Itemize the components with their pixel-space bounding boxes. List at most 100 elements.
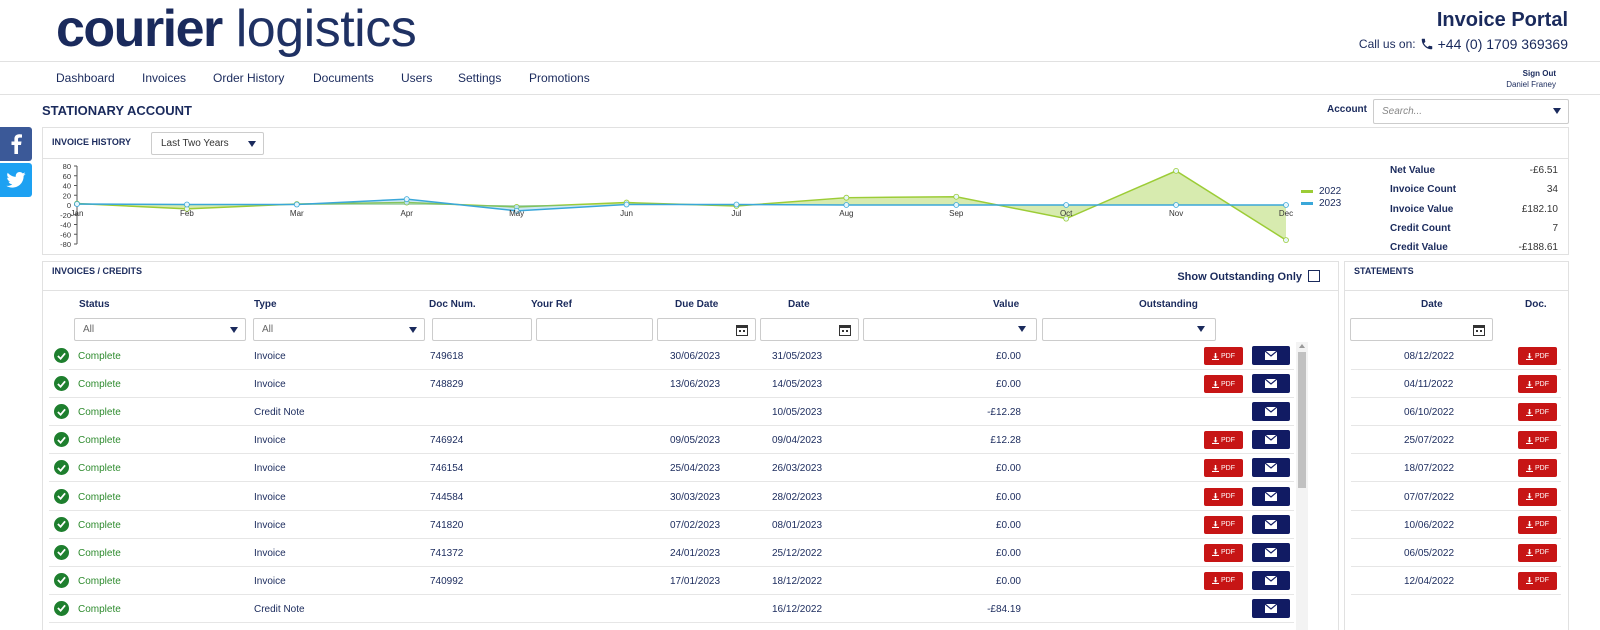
- pdf-download-button[interactable]: PDF: [1204, 459, 1243, 478]
- table-row[interactable]: Complete Invoice 748829 13/06/2023 14/05/202…: [49, 370, 1294, 399]
- email-button[interactable]: [1252, 570, 1290, 590]
- nav-promotions[interactable]: Promotions: [529, 71, 590, 85]
- pdf-download-button[interactable]: PDF: [1204, 431, 1243, 450]
- col-your-ref[interactable]: Your Ref: [531, 299, 572, 310]
- table-row[interactable]: Complete Invoice 741372 24/01/2023 25/12/202…: [49, 539, 1294, 567]
- statement-row[interactable]: 08/12/2022 PDF: [1351, 342, 1561, 370]
- table-row[interactable]: Complete Credit Note 16/12/2022 -£84.19: [49, 595, 1294, 623]
- col-outstanding[interactable]: Outstanding: [1139, 299, 1198, 310]
- email-button[interactable]: [1252, 598, 1290, 618]
- col-status[interactable]: Status: [79, 299, 110, 310]
- col-value[interactable]: Value: [993, 299, 1020, 310]
- pdf-download-button[interactable]: PDF: [1204, 487, 1243, 506]
- scroll-thumb[interactable]: [1298, 352, 1306, 488]
- status-filter[interactable]: All: [74, 318, 246, 341]
- check-circle-icon: [54, 348, 69, 363]
- statement-date: 04/11/2022: [1404, 379, 1454, 391]
- email-button[interactable]: [1252, 346, 1290, 365]
- pdf-download-button[interactable]: PDF: [1518, 487, 1557, 506]
- pdf-download-button[interactable]: PDF: [1204, 543, 1243, 562]
- phone-number[interactable]: +44 (0) 1709 369369: [1437, 36, 1568, 52]
- due-date-filter[interactable]: [657, 318, 756, 341]
- pdf-download-button[interactable]: PDF: [1518, 543, 1557, 562]
- scrollbar[interactable]: [1296, 342, 1308, 630]
- email-button[interactable]: [1252, 514, 1290, 534]
- pdf-download-button[interactable]: PDF: [1518, 347, 1557, 365]
- nav-settings[interactable]: Settings: [458, 71, 502, 85]
- row-date: 31/05/2023: [772, 351, 823, 362]
- email-button[interactable]: [1252, 486, 1290, 506]
- table-row[interactable]: Complete Credit Note 10/05/2023 -£12.28: [49, 398, 1294, 427]
- scroll-up-icon[interactable]: [1299, 344, 1305, 348]
- pdf-download-button[interactable]: PDF: [1204, 347, 1243, 365]
- email-button[interactable]: [1252, 430, 1290, 450]
- row-type: Invoice: [254, 351, 286, 362]
- pdf-download-button[interactable]: PDF: [1518, 459, 1557, 478]
- pdf-download-button[interactable]: PDF: [1518, 515, 1557, 534]
- show-outstanding-label[interactable]: Show Outstanding Only: [1177, 271, 1302, 283]
- pdf-download-button[interactable]: PDF: [1204, 515, 1243, 534]
- statement-row[interactable]: 07/07/2022 PDF: [1351, 483, 1561, 511]
- doc-num-filter[interactable]: [432, 318, 532, 341]
- data-point: [953, 202, 960, 208]
- col-doc-num[interactable]: Doc Num.: [429, 299, 476, 310]
- pdf-download-button[interactable]: PDF: [1518, 375, 1557, 394]
- pdf-download-button[interactable]: PDF: [1518, 431, 1557, 450]
- email-button[interactable]: [1252, 542, 1290, 562]
- pdf-download-button[interactable]: PDF: [1518, 571, 1557, 590]
- table-row[interactable]: Complete Invoice 740992 17/01/2023 18/12/202…: [49, 567, 1294, 595]
- period-select[interactable]: Last Two Years: [151, 132, 264, 155]
- table-row[interactable]: Complete Invoice 744584 30/03/2023 28/02/202…: [49, 483, 1294, 511]
- table-row[interactable]: Complete Invoice 746154 25/04/2023 26/03/202…: [49, 454, 1294, 483]
- col-statement-doc[interactable]: Doc.: [1525, 299, 1547, 310]
- check-circle-icon: [54, 376, 69, 392]
- calendar-icon[interactable]: [839, 324, 851, 336]
- table-row[interactable]: Complete Invoice 749618 30/06/2023 31/05/202…: [49, 342, 1294, 370]
- logo[interactable]: courier logistics: [56, 0, 417, 58]
- statement-row[interactable]: 10/06/2022 PDF: [1351, 511, 1561, 539]
- calendar-icon[interactable]: [1473, 324, 1485, 336]
- type-filter[interactable]: All: [253, 318, 425, 341]
- nav-order-history[interactable]: Order History: [213, 71, 285, 85]
- outstanding-filter[interactable]: [1042, 318, 1216, 341]
- date-filter[interactable]: [760, 318, 859, 341]
- pdf-download-button[interactable]: PDF: [1204, 375, 1243, 394]
- statement-row[interactable]: 06/10/2022 PDF: [1351, 398, 1561, 427]
- nav-invoices[interactable]: Invoices: [142, 71, 187, 85]
- value-filter[interactable]: [863, 318, 1037, 341]
- sign-out-link[interactable]: Sign Out: [1522, 69, 1556, 78]
- legend-label: 2022: [1319, 186, 1342, 197]
- col-date[interactable]: Date: [788, 299, 810, 310]
- table-row[interactable]: Complete Invoice 746924 09/05/2023 09/04/202…: [49, 426, 1294, 455]
- nav-documents[interactable]: Documents: [313, 71, 374, 85]
- statement-row[interactable]: 04/11/2022 PDF: [1351, 370, 1561, 399]
- nav-users[interactable]: Users: [401, 71, 433, 85]
- your-ref-filter[interactable]: [536, 318, 653, 341]
- email-button[interactable]: [1252, 374, 1290, 394]
- col-due-date[interactable]: Due Date: [675, 299, 719, 310]
- filter-icon[interactable]: [1197, 326, 1205, 332]
- col-statement-date[interactable]: Date: [1421, 299, 1443, 310]
- facebook-button[interactable]: [0, 127, 32, 161]
- pdf-download-button[interactable]: PDF: [1204, 571, 1243, 590]
- nav-dashboard[interactable]: Dashboard: [56, 71, 115, 85]
- pdf-download-button[interactable]: PDF: [1518, 403, 1557, 422]
- calendar-icon[interactable]: [736, 324, 748, 336]
- call-label: Call us on:: [1358, 37, 1416, 51]
- statement-row[interactable]: 25/07/2022 PDF: [1351, 426, 1561, 455]
- statement-row[interactable]: 12/04/2022 PDF: [1351, 567, 1561, 595]
- statement-date-filter[interactable]: [1350, 318, 1493, 341]
- statement-row[interactable]: 06/05/2022 PDF: [1351, 539, 1561, 567]
- row-date: 28/02/2023: [772, 491, 823, 503]
- twitter-button[interactable]: [0, 163, 32, 197]
- show-outstanding-checkbox[interactable]: [1308, 270, 1320, 282]
- row-status: Complete: [78, 491, 121, 503]
- y-tick-label: -80: [60, 240, 71, 249]
- filter-icon[interactable]: [1018, 326, 1026, 332]
- col-type[interactable]: Type: [254, 299, 277, 310]
- account-search-select[interactable]: Search...: [1373, 99, 1569, 124]
- table-row[interactable]: Complete Invoice 741820 07/02/2023 08/01/202…: [49, 511, 1294, 539]
- email-button[interactable]: [1252, 402, 1290, 422]
- email-button[interactable]: [1252, 458, 1290, 478]
- statement-row[interactable]: 18/07/2022 PDF: [1351, 454, 1561, 483]
